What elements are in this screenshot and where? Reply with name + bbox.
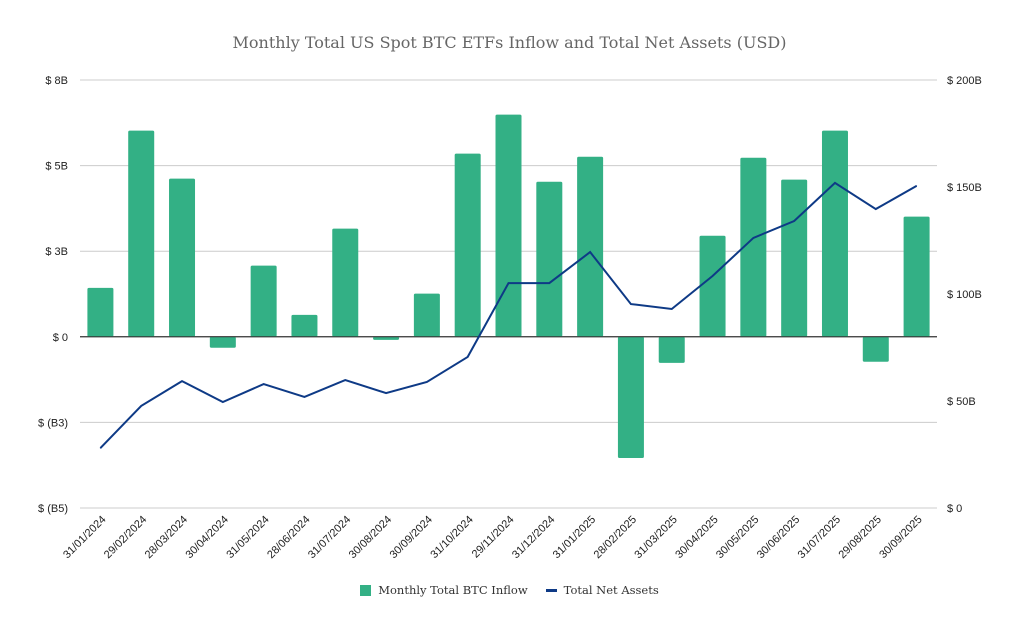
bar: [169, 178, 196, 337]
bar: [699, 235, 726, 337]
line-point: [385, 392, 387, 394]
line-point: [181, 380, 183, 382]
left-tick-label: $ 5B: [45, 161, 68, 173]
bar: [862, 336, 889, 362]
left-tick-label: $ (B5): [38, 503, 68, 515]
left-tick-label: $ 0: [53, 332, 68, 344]
right-tick-label: $ 150B: [947, 182, 982, 194]
line-point: [99, 447, 101, 449]
x-tick-label: 30/04/2025: [673, 514, 720, 561]
line-point: [752, 237, 754, 239]
legend-item-assets: Total Net Assets: [545, 583, 659, 597]
left-tick-label: $ (B3): [38, 417, 68, 429]
bar: [454, 153, 481, 337]
line-point: [589, 251, 591, 253]
x-tick-label: 30/06/2025: [755, 514, 802, 561]
x-tick-label: 30/09/2025: [877, 514, 924, 561]
line-point: [467, 356, 469, 358]
bar: [332, 228, 359, 337]
line-point: [548, 282, 550, 284]
bar: [250, 265, 277, 337]
line-point: [222, 401, 224, 403]
x-tick-label: 31/01/2024: [61, 514, 108, 561]
legend-swatch-line: [545, 588, 557, 592]
left-tick-label: $ 3B: [45, 246, 68, 258]
bar: [821, 130, 848, 337]
x-tick-label: 31/10/2024: [428, 514, 475, 561]
line-point: [712, 275, 714, 277]
legend-label: Total Net Assets: [563, 583, 659, 597]
x-tick-label: 28/02/2025: [592, 514, 639, 561]
x-tick-label: 30/08/2024: [347, 514, 394, 561]
bar: [577, 156, 604, 337]
bar: [781, 179, 808, 337]
x-tick-label: 30/09/2024: [388, 514, 435, 561]
line-point: [834, 182, 836, 184]
x-tick-label: 31/01/2025: [551, 514, 598, 561]
line-point: [140, 405, 142, 407]
legend-swatch-bar: [360, 584, 372, 596]
line-point: [344, 379, 346, 381]
legend: Monthly Total BTC Inflow Total Net Asset…: [0, 583, 1019, 597]
chart-title: Monthly Total US Spot BTC ETFs Inflow an…: [232, 33, 787, 52]
bar: [536, 181, 563, 337]
x-tick-label: 29/08/2025: [836, 514, 883, 561]
legend-label: Monthly Total BTC Inflow: [378, 583, 528, 597]
x-tick-label: 31/03/2025: [632, 514, 679, 561]
bar: [617, 336, 644, 459]
line-point: [916, 185, 918, 187]
left-tick-label: $ 8B: [45, 75, 68, 87]
bar: [903, 216, 930, 337]
bar: [291, 314, 318, 337]
bar: [413, 293, 440, 337]
bar: [495, 114, 522, 337]
right-tick-label: $ 0: [947, 503, 962, 515]
bar: [128, 130, 155, 337]
line-point: [793, 220, 795, 222]
line-point: [426, 381, 428, 383]
x-tick-label: 29/02/2024: [102, 514, 149, 561]
x-tick-label: 31/07/2025: [796, 514, 843, 561]
line-point: [671, 308, 673, 310]
bar: [658, 336, 685, 363]
x-tick-label: 31/07/2024: [306, 514, 353, 561]
x-tick-label: 28/03/2024: [143, 514, 190, 561]
bar: [209, 336, 236, 348]
x-tick-label: 31/12/2024: [510, 514, 557, 561]
right-tick-label: $ 200B: [947, 75, 982, 87]
right-tick-label: $ 100B: [947, 289, 982, 301]
line-point: [303, 396, 305, 398]
line-point: [263, 383, 265, 385]
line-point: [508, 282, 509, 284]
line-point: [875, 208, 877, 210]
x-tick-label: 28/06/2024: [265, 514, 312, 561]
line-point: [630, 303, 632, 305]
x-tick-label: 30/04/2024: [184, 514, 231, 561]
bar: [740, 157, 767, 337]
bar: [87, 287, 114, 337]
right-tick-label: $ 50B: [947, 396, 976, 408]
x-tick-label: 30/05/2025: [714, 514, 761, 561]
bar: [373, 336, 400, 340]
x-tick-label: 31/05/2024: [224, 514, 271, 561]
legend-item-inflow: Monthly Total BTC Inflow: [360, 583, 528, 597]
